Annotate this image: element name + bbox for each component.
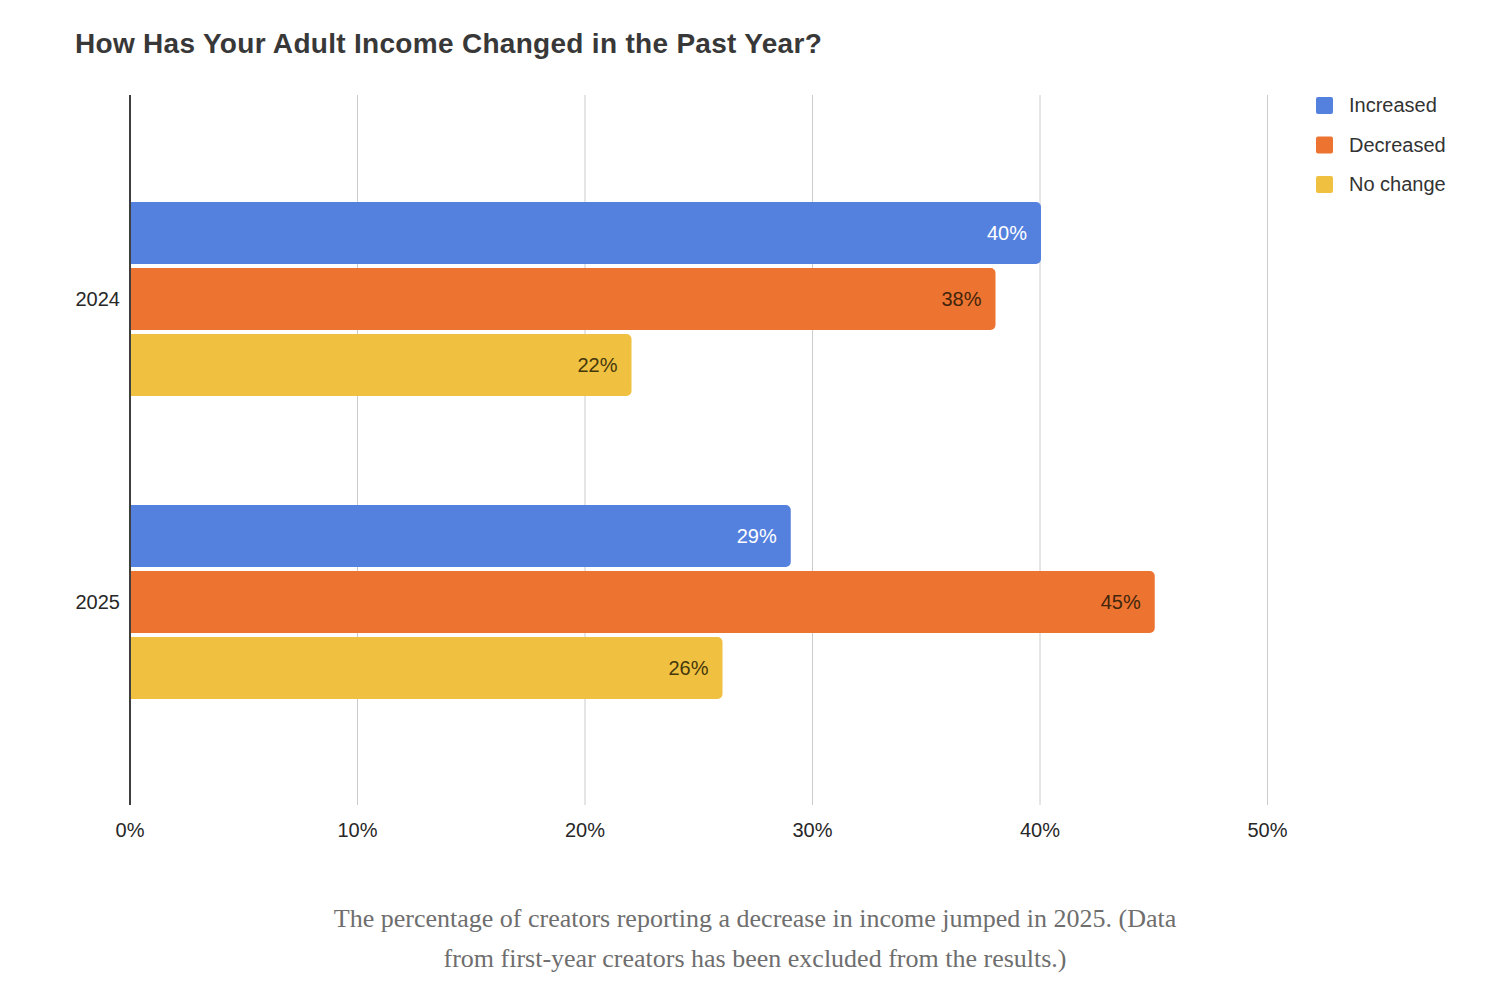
chart-caption: The percentage of creators reporting a d… bbox=[0, 899, 1510, 979]
legend-label-no-change: No change bbox=[1349, 173, 1446, 195]
caption-line-1: The percentage of creators reporting a d… bbox=[0, 899, 1510, 939]
bar-2024-no-change bbox=[131, 334, 632, 396]
bar-value-label-2024-increased: 40% bbox=[987, 222, 1027, 244]
bar-value-label-2025-increased: 29% bbox=[737, 525, 777, 547]
y-category-label-2024: 2024 bbox=[76, 288, 121, 310]
bar-chart: 0% 10% 20% 30% 40% 50% 40% 38% 22% 2024 29% 45% 26% 2… bbox=[0, 0, 1510, 860]
bar-2025-increased bbox=[131, 505, 791, 567]
x-tick-label: 40% bbox=[1020, 819, 1060, 841]
x-tick-label: 50% bbox=[1247, 819, 1287, 841]
bar-value-label-2025-no-change: 26% bbox=[668, 657, 708, 679]
legend-swatch-no-change bbox=[1316, 176, 1333, 193]
x-tick-label: 30% bbox=[792, 819, 832, 841]
bar-2024-decreased bbox=[131, 268, 996, 330]
legend-swatch-increased bbox=[1316, 97, 1333, 114]
legend-label-increased: Increased bbox=[1349, 94, 1437, 116]
x-tick-label: 20% bbox=[565, 819, 605, 841]
x-tick-label: 10% bbox=[337, 819, 377, 841]
bar-2025-decreased bbox=[131, 571, 1155, 633]
bar-value-label-2024-decreased: 38% bbox=[941, 288, 981, 310]
legend-label-decreased: Decreased bbox=[1349, 134, 1446, 156]
y-category-label-2025: 2025 bbox=[76, 591, 121, 613]
bar-2025-no-change bbox=[131, 637, 723, 699]
legend-swatch-decreased bbox=[1316, 137, 1333, 154]
bar-value-label-2024-no-change: 22% bbox=[577, 354, 617, 376]
bar-2024-increased bbox=[131, 202, 1041, 264]
caption-line-2: from first-year creators has been exclud… bbox=[0, 939, 1510, 979]
bar-value-label-2025-decreased: 45% bbox=[1101, 591, 1141, 613]
x-tick-label: 0% bbox=[116, 819, 145, 841]
